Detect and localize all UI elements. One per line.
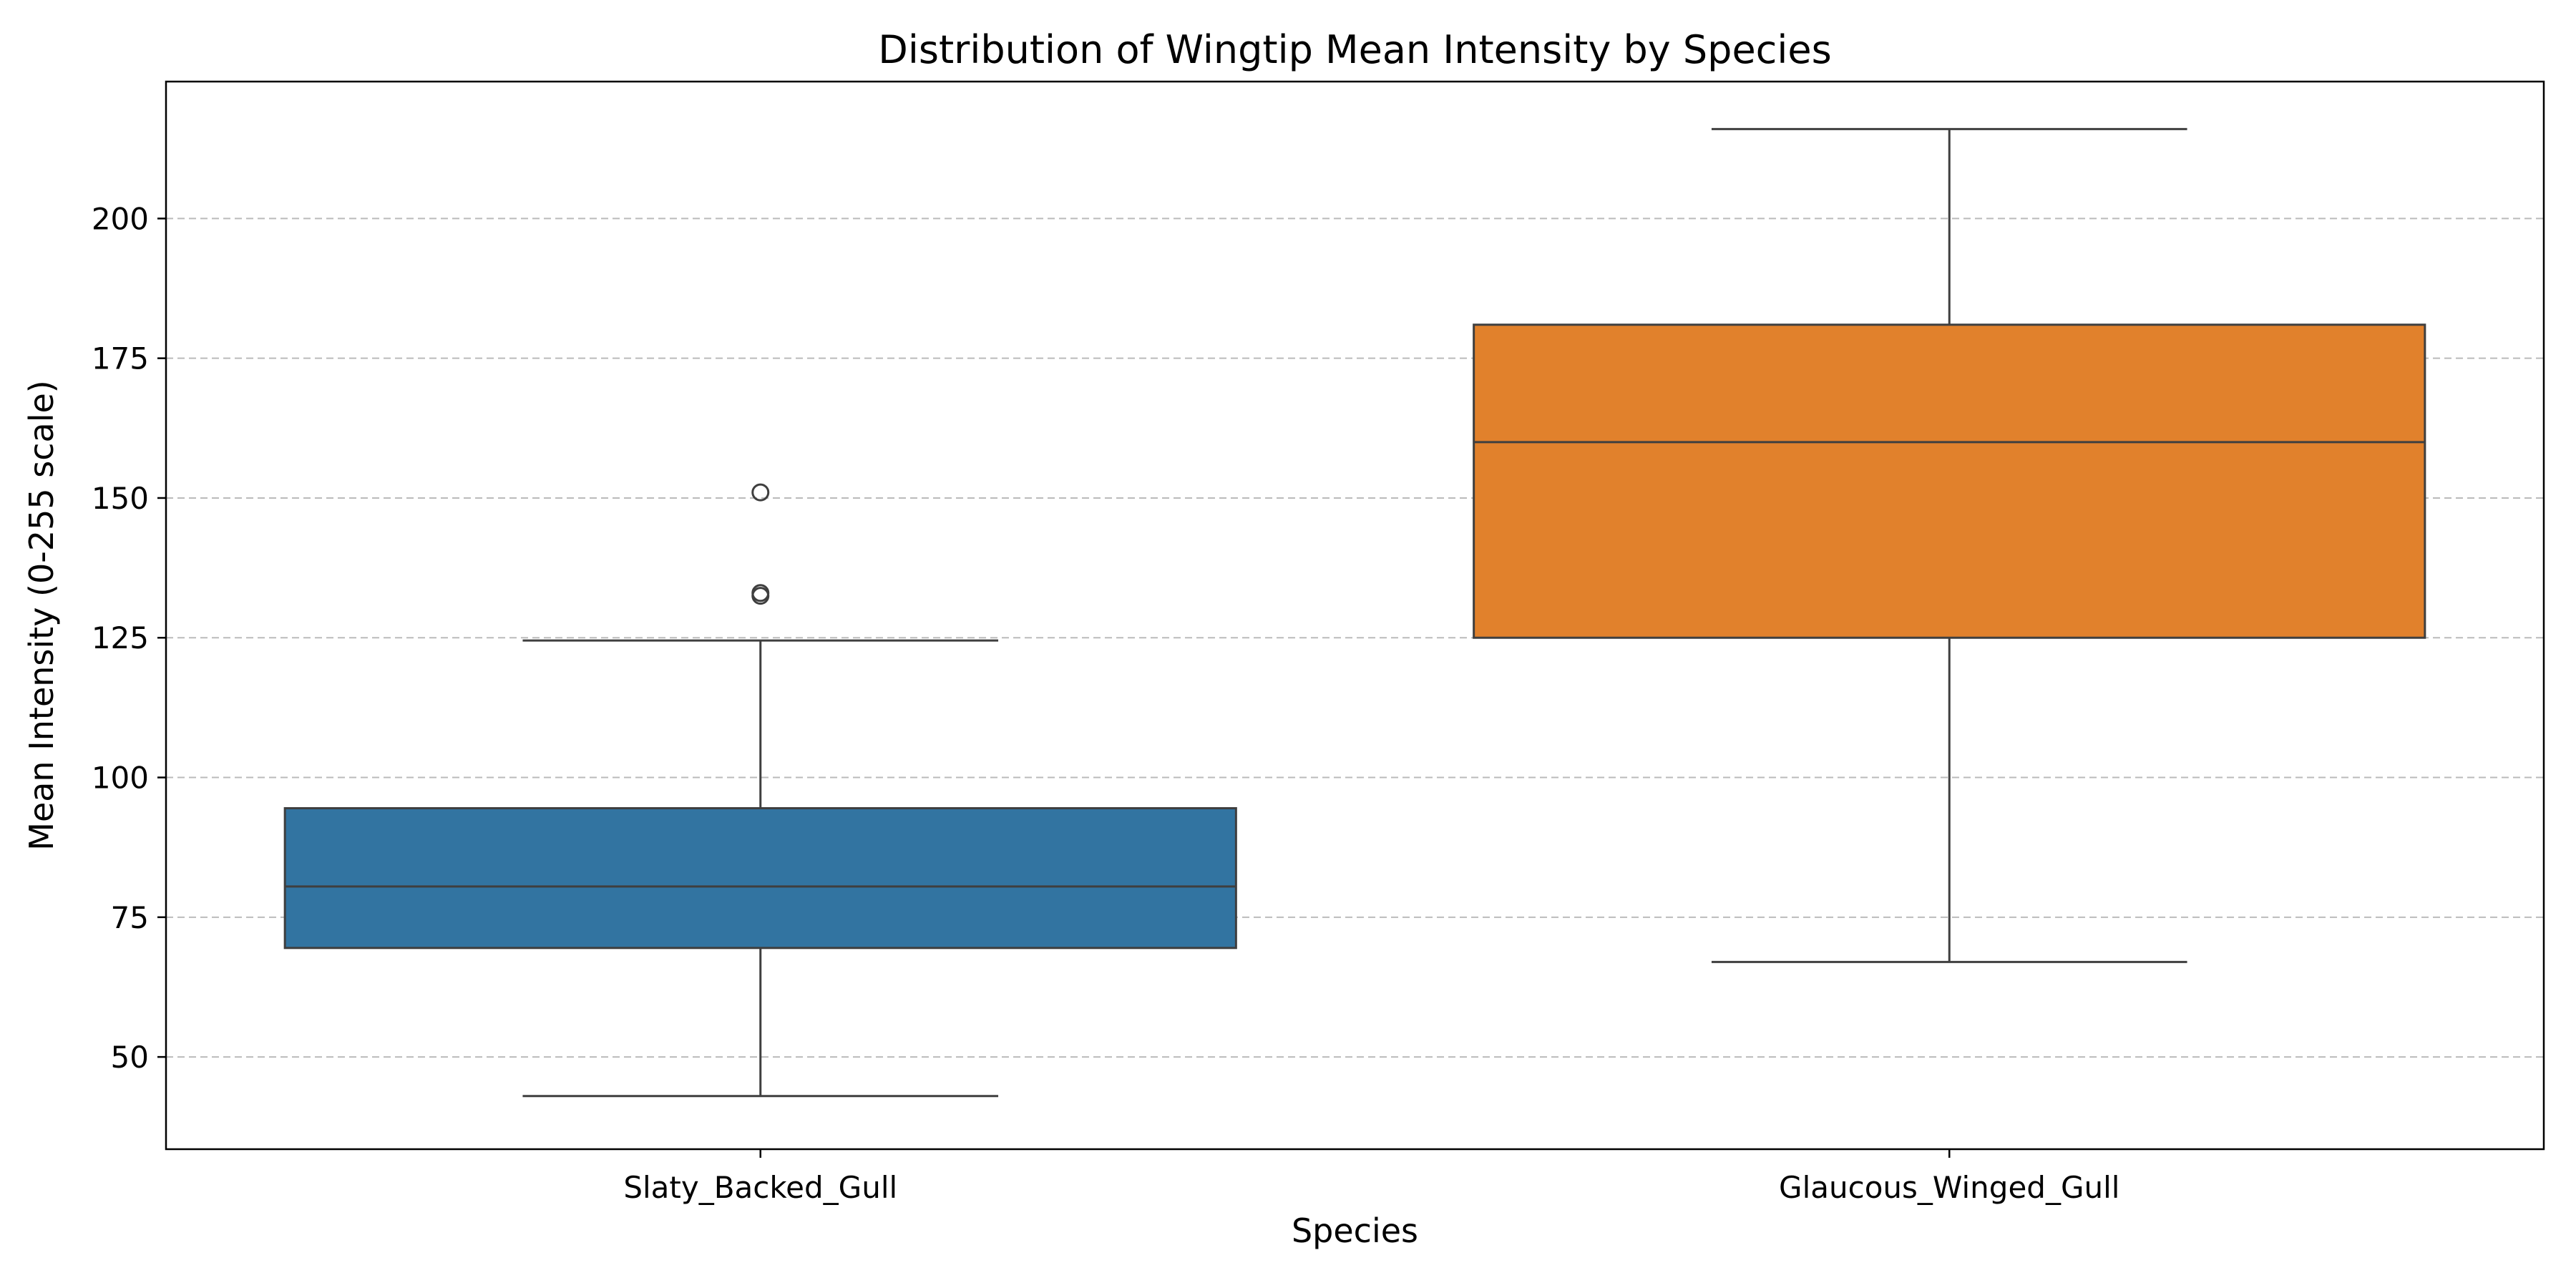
- x-tick-label: Glaucous_Winged_Gull: [1779, 1170, 2119, 1205]
- axis-layer: 50 75 100 125 150 175 200 Slaty_Backed_Gull Glau…: [92, 201, 2120, 1205]
- iqr-box: [283, 806, 1237, 950]
- y-axis-label: Mean Intensity (0-255 scale): [22, 380, 61, 851]
- y-tick-label: 50: [111, 1040, 149, 1075]
- y-tick-label: 75: [111, 900, 149, 935]
- y-tick-label: 100: [92, 761, 149, 796]
- y-tick-label: 200: [92, 201, 149, 236]
- x-tick-label: Slaty_Backed_Gull: [623, 1170, 897, 1205]
- box-layer: [283, 127, 2426, 1098]
- outlier-point: [751, 483, 770, 502]
- y-tick-label: 175: [92, 341, 149, 376]
- box-glaucous-winged-gull: [1473, 127, 2426, 963]
- y-tick-label: 150: [92, 481, 149, 516]
- iqr-box: [1473, 323, 2426, 639]
- x-axis-label: Species: [1292, 1211, 1418, 1250]
- chart-title: Distribution of Wingtip Mean Intensity b…: [878, 27, 1831, 72]
- plot-frame: [165, 80, 2545, 1151]
- outlier-point: [751, 587, 770, 605]
- box-slaty-backed-gull: [283, 483, 1237, 1098]
- y-tick-label: 125: [92, 620, 149, 655]
